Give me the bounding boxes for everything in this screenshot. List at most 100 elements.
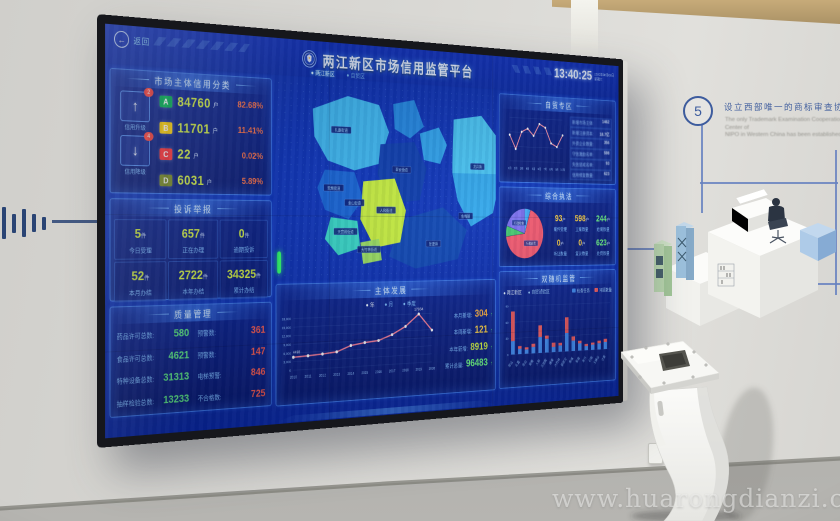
- wall-soundwave-decoration: [2, 204, 46, 242]
- development-stat-row: 本周新增: 121 ↑: [440, 323, 493, 337]
- dashboard: ← 返回 两江新区市场信用监管平台 ● 两江新区 ● 自贸区 13: [105, 23, 619, 439]
- panel-title: 综合执法: [499, 187, 616, 204]
- development-toggle[interactable]: ● 年: [365, 302, 375, 309]
- date-display: 2020年08月08日 星期六: [594, 72, 615, 82]
- svg-text:2014: 2014: [347, 371, 354, 376]
- grade-percent: 82.68%: [237, 99, 264, 112]
- quality-value: 13233: [163, 392, 190, 407]
- grade-count: 84760: [177, 94, 211, 111]
- wall-line: [835, 150, 837, 295]
- indicator-label: 信用修复数量:: [572, 173, 594, 179]
- complaint-label: 本月办结: [129, 289, 152, 298]
- svg-text:大竹林街道: 大竹林街道: [361, 246, 377, 253]
- map-indicator-bar: [277, 251, 282, 274]
- enforcement-stat-label: 听证数量: [553, 251, 567, 257]
- enforcement-stat-cell: 244户 结案数量: [593, 211, 613, 233]
- svg-text:2013: 2013: [333, 372, 340, 377]
- complaint-cell: 657件 正在办理: [168, 219, 219, 260]
- grade-unit: 户: [213, 101, 219, 109]
- svg-text:金山街道: 金山街道: [348, 200, 361, 207]
- quality-row: 食品许可总数: 4621: [117, 349, 189, 364]
- enforcement-stat-cell: 598户 立案数量: [572, 210, 592, 233]
- credit-grade-row: B 11701 户 11.41%: [159, 120, 266, 139]
- svg-text:行政检查: 行政检查: [514, 221, 524, 225]
- quality-right-column: 预警数: 361 预警数: 147 电梯预警: 846 不合格数: 725: [198, 324, 266, 404]
- ftz-indicator-row: 信用修复数量: 623: [569, 169, 612, 181]
- wall-line: [701, 125, 703, 213]
- development-toggle[interactable]: ● 月: [384, 301, 394, 309]
- badge-count: 2: [143, 87, 154, 98]
- badge-count: 4: [143, 131, 154, 142]
- svg-text:大竹林: 大竹林: [554, 357, 561, 368]
- back-label: 返回: [133, 35, 151, 47]
- quality-label: 特种设备总数:: [116, 376, 155, 387]
- svg-text:10月: 10月: [560, 168, 565, 172]
- wall-step-caption: The only Trademark Examination Cooperati…: [725, 117, 840, 138]
- stat-label: 本月新增:: [453, 312, 473, 320]
- quality-label: 抽样检验总数:: [116, 399, 155, 409]
- indicator-label: 外资企业数量:: [572, 141, 594, 148]
- header-toggle[interactable]: ● 两江新区: [310, 69, 335, 78]
- stat-label: 本周新增:: [453, 329, 473, 336]
- enforcement-stat-cell: 0户 听证数量: [550, 235, 571, 257]
- grade-badge: A: [159, 94, 173, 108]
- quality-row: 不合格数: 725: [198, 388, 266, 404]
- kiosk-stand: [620, 340, 774, 521]
- quality-row: 抽样检验总数: 13233: [117, 393, 189, 410]
- complaint-cell: 2722件 本年办结: [168, 260, 219, 301]
- enforcement-stat-label: 复议数量: [575, 251, 589, 257]
- indicator-value: 18.7亿: [599, 132, 610, 138]
- svg-text:礼嘉: 礼嘉: [514, 359, 520, 367]
- quality-panel: 质量管理 药品许可总数: 580 食品许可总数: 4621 特种设备总数: 31313 抽样…: [109, 301, 272, 419]
- quality-value: 4621: [168, 349, 190, 362]
- random-inspection-panel: 双随机监管 ● 两江新区 ● 自贸试验区 检查任务 问题数量 90 60 30 0 翠云 礼嘉…: [498, 269, 616, 389]
- svg-text:6,000: 6,000: [283, 352, 291, 356]
- indicator-label: 失信惩戒名单:: [572, 162, 594, 169]
- svg-text:5月: 5月: [532, 167, 535, 171]
- svg-text:2017: 2017: [389, 368, 396, 373]
- enforcement-stats: 93户 案件受理 598户 立案数量 244户 结案数量 0户 听证数量 0户 复议数量 623户处…: [550, 210, 613, 257]
- up-arrow-icon: ↑: [490, 360, 493, 368]
- back-button[interactable]: ← 返回: [114, 30, 150, 50]
- random-bar-chart: 90 60 30 0翠云 礼嘉 金山 鸳鸯 人和 天宫殿 康美 大竹林 郭家沱 鱼嘴 复盛 龙兴 石船 玉峰山寸…: [506, 293, 616, 368]
- panel-title: 投诉举报: [110, 199, 271, 218]
- svg-text:30: 30: [506, 337, 509, 341]
- wall-column: [571, 0, 598, 60]
- svg-text:8月: 8月: [549, 168, 552, 172]
- district-map: 礼嘉街道 翠云街道 鸳鸯街道 金山街道 人和街道 天宫殿街道 大竹林街道 龙兴镇 鱼嘴镇 复盛镇: [275, 78, 501, 280]
- complaint-label: 今日受理: [129, 247, 152, 255]
- quality-value: 580: [173, 327, 190, 340]
- svg-text:龙兴镇: 龙兴镇: [473, 164, 482, 170]
- quality-row: 预警数: 147: [198, 345, 266, 360]
- enforcement-panel: 综合执法 行政处罚 行政检查 93户 案件受理 598户 立案数量 244户 结案数量 0户听…: [498, 186, 616, 268]
- grade-percent: 11.41%: [237, 125, 264, 137]
- free-trade-zone-panel: 自贸专区 1月 2月 3月 4月 5月 6月 7月 8月 9月 10月 新增市场主体: 1462 新增…: [498, 93, 616, 185]
- enforcement-stat-label: 结案数量: [596, 227, 610, 233]
- svg-text:2月: 2月: [514, 167, 518, 171]
- stat-label: 本年新增:: [449, 345, 468, 353]
- indicator-label: 新增注册资本:: [572, 131, 594, 138]
- svg-text:3,000: 3,000: [283, 360, 291, 364]
- credit-downgrade-button[interactable]: ↓ 4: [120, 131, 154, 167]
- enforcement-stat-label: 案件受理: [553, 227, 567, 233]
- credit-downgrade: ↓ 4 信用降级: [120, 131, 154, 176]
- svg-text:90: 90: [506, 305, 509, 309]
- credit-upgrade-button[interactable]: ↑ 2: [120, 87, 154, 123]
- indicator-value: 623: [603, 171, 610, 177]
- svg-text:6月: 6月: [538, 167, 541, 171]
- kiosk-screw-holes: [630, 342, 708, 385]
- header-decoration-left: [153, 36, 250, 53]
- header-toggle[interactable]: ● 自贸区: [346, 72, 365, 80]
- indicator-label: 守信激励名单:: [572, 152, 594, 158]
- quality-value: 147: [250, 345, 266, 358]
- complaint-cell: 0件 逾期投诉: [219, 219, 268, 259]
- quality-label: 电梯预警:: [197, 372, 222, 382]
- svg-text:龙兴: 龙兴: [581, 355, 586, 363]
- right-column: 自贸专区 1月 2月 3月 4月 5月 6月 7月 8月 9月 10月 新增市场主体: 1462 新增…: [498, 93, 616, 395]
- svg-text:17934: 17934: [414, 307, 423, 312]
- svg-text:翠云街道: 翠云街道: [396, 167, 409, 174]
